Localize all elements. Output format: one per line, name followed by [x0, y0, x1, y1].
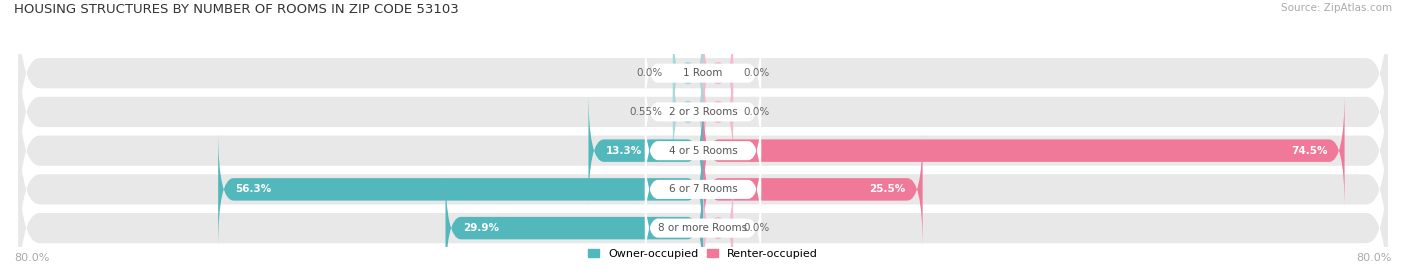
Text: 2 or 3 Rooms: 2 or 3 Rooms: [669, 107, 737, 117]
FancyBboxPatch shape: [645, 102, 761, 199]
Text: 0.0%: 0.0%: [744, 68, 769, 78]
Text: 0.55%: 0.55%: [630, 107, 662, 117]
Text: 74.5%: 74.5%: [1291, 146, 1327, 156]
Legend: Owner-occupied, Renter-occupied: Owner-occupied, Renter-occupied: [583, 245, 823, 263]
FancyBboxPatch shape: [18, 0, 1388, 155]
FancyBboxPatch shape: [703, 15, 733, 132]
FancyBboxPatch shape: [703, 131, 922, 248]
Text: 0.0%: 0.0%: [744, 107, 769, 117]
Text: 25.5%: 25.5%: [869, 184, 905, 194]
Text: 56.3%: 56.3%: [235, 184, 271, 194]
Text: 1 Room: 1 Room: [683, 68, 723, 78]
Text: Source: ZipAtlas.com: Source: ZipAtlas.com: [1281, 3, 1392, 13]
FancyBboxPatch shape: [645, 179, 761, 269]
FancyBboxPatch shape: [673, 54, 703, 170]
Text: HOUSING STRUCTURES BY NUMBER OF ROOMS IN ZIP CODE 53103: HOUSING STRUCTURES BY NUMBER OF ROOMS IN…: [14, 3, 458, 16]
FancyBboxPatch shape: [645, 141, 761, 238]
Text: 29.9%: 29.9%: [463, 223, 499, 233]
FancyBboxPatch shape: [18, 146, 1388, 269]
FancyBboxPatch shape: [18, 108, 1388, 269]
Text: 13.3%: 13.3%: [606, 146, 643, 156]
Text: 0.0%: 0.0%: [744, 223, 769, 233]
FancyBboxPatch shape: [645, 24, 761, 122]
FancyBboxPatch shape: [18, 69, 1388, 232]
Text: 80.0%: 80.0%: [14, 253, 49, 263]
FancyBboxPatch shape: [218, 131, 703, 248]
FancyBboxPatch shape: [703, 170, 733, 269]
Text: 4 or 5 Rooms: 4 or 5 Rooms: [669, 146, 737, 156]
Text: 6 or 7 Rooms: 6 or 7 Rooms: [669, 184, 737, 194]
Text: 0.0%: 0.0%: [637, 68, 662, 78]
FancyBboxPatch shape: [703, 92, 1344, 209]
FancyBboxPatch shape: [18, 30, 1388, 194]
FancyBboxPatch shape: [645, 63, 761, 161]
FancyBboxPatch shape: [589, 92, 703, 209]
FancyBboxPatch shape: [673, 15, 703, 132]
Text: 8 or more Rooms: 8 or more Rooms: [658, 223, 748, 233]
FancyBboxPatch shape: [703, 54, 733, 170]
Text: 80.0%: 80.0%: [1357, 253, 1392, 263]
FancyBboxPatch shape: [446, 170, 703, 269]
